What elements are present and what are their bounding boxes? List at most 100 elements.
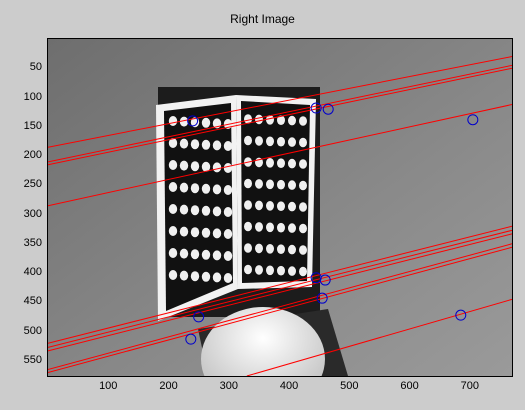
board-dot (244, 221, 252, 232)
board-dot (201, 271, 211, 282)
board-dot (266, 244, 274, 254)
board-dot (201, 227, 211, 238)
y-tick-label: 400 (23, 266, 42, 279)
board-dot (190, 271, 200, 282)
board-dot (223, 185, 233, 195)
board-dot (179, 248, 189, 259)
board-dot (190, 139, 200, 150)
board-dot (277, 158, 285, 168)
board-dot (277, 136, 285, 147)
board-dot (212, 162, 222, 173)
board-dot (266, 179, 274, 190)
feature-marker (316, 292, 328, 304)
board-dot (288, 266, 296, 276)
board-dot (255, 136, 263, 146)
x-tick-label: 300 (219, 380, 238, 392)
board-dot (299, 266, 307, 277)
board-dot (223, 163, 233, 173)
y-tick-label: 300 (23, 207, 42, 220)
y-tick-label: 550 (23, 353, 42, 366)
board-dot (277, 265, 285, 276)
board-dot (277, 179, 285, 190)
epipolar-line (48, 229, 512, 348)
epipolar-line (48, 104, 512, 207)
epipolar-line (48, 64, 512, 163)
epipolar-lines (48, 56, 512, 376)
board-dot (212, 250, 222, 261)
board-dot (223, 273, 233, 283)
board-dot (179, 270, 189, 281)
board-dot (212, 140, 222, 151)
board-dot (299, 137, 307, 148)
epipolar-line (48, 225, 512, 344)
board-dot (277, 222, 285, 233)
x-tick-label: 500 (340, 380, 359, 392)
board-dot (277, 201, 285, 211)
board-dot (299, 180, 307, 191)
y-tick-label: 200 (23, 149, 42, 161)
board-dot (201, 249, 211, 260)
board-dot (266, 265, 274, 276)
board-dot (190, 205, 200, 216)
board-dot (168, 160, 178, 170)
board-dot (288, 137, 296, 147)
board-dot (168, 270, 178, 280)
board-dot (179, 138, 189, 149)
board-dot (244, 243, 252, 253)
board-dot (288, 244, 296, 255)
board-dot (299, 202, 307, 212)
board-dot (168, 182, 178, 192)
board-dot (244, 178, 252, 189)
board-dot (179, 116, 189, 127)
board-dot (190, 227, 200, 238)
white-ball (201, 307, 325, 376)
board-dot (288, 223, 296, 233)
board-dot (255, 179, 263, 189)
board-dot (179, 226, 189, 237)
board-dot (244, 264, 252, 275)
board-dot (190, 249, 200, 260)
board-dot (288, 201, 296, 212)
plot-title: Right Image (230, 12, 295, 26)
board-dot (201, 161, 211, 172)
y-tick-label: 100 (23, 90, 42, 103)
board-dot (299, 159, 307, 169)
board-dot (212, 206, 222, 217)
board-dot (266, 136, 274, 147)
board-dot (168, 204, 178, 214)
board-dot (201, 183, 211, 194)
board-dot (277, 115, 285, 125)
board-dot (168, 248, 178, 258)
board-dot (179, 160, 189, 171)
epipolar-line (48, 243, 512, 371)
board-dot (266, 158, 274, 168)
board-dot (223, 207, 233, 217)
board-dot (179, 182, 189, 193)
board-dot (255, 114, 263, 125)
feature-marker (193, 311, 205, 323)
board-dot (244, 114, 252, 124)
image-axes[interactable] (47, 38, 513, 377)
board-dot (299, 116, 307, 126)
board-dot (244, 135, 252, 146)
board-dot (288, 115, 296, 126)
board-dot (223, 141, 233, 151)
board-dot (299, 223, 307, 234)
board-dot (255, 243, 263, 254)
board-dot (266, 115, 274, 125)
y-tick-label: 500 (23, 324, 42, 337)
epipolar-line (246, 298, 512, 376)
feature-markers (185, 102, 479, 345)
x-tick-label: 700 (460, 380, 479, 392)
epipolar-line (48, 246, 512, 373)
board-dot (255, 265, 263, 275)
board-dot (255, 222, 263, 232)
epipolar-line (48, 56, 512, 148)
board-dot (299, 245, 307, 255)
image-plot (48, 39, 512, 376)
board-dot (244, 200, 252, 210)
y-tick-label: 150 (23, 119, 42, 132)
board-dot (277, 244, 285, 254)
x-tick-label: 600 (400, 380, 419, 392)
